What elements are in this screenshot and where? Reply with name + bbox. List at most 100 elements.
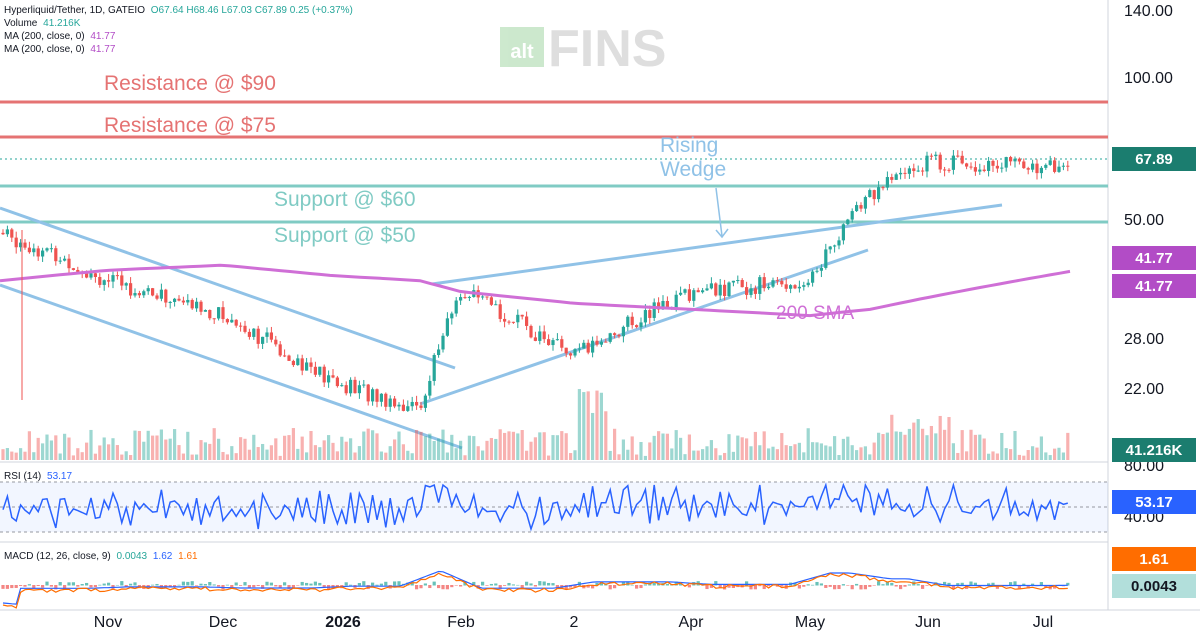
candle-body xyxy=(679,292,683,295)
candle-body xyxy=(1004,157,1008,168)
volume-bar xyxy=(921,428,925,460)
volume-bar xyxy=(454,448,458,460)
candle-body xyxy=(762,277,766,289)
macd-hist-bar xyxy=(287,585,291,590)
macd-hist-bar xyxy=(362,581,366,586)
candle-body xyxy=(225,319,229,323)
candle-body xyxy=(1026,168,1030,170)
macd-hist-bar xyxy=(652,582,656,586)
macd-hist-bar xyxy=(256,585,260,586)
falling-channel-lower xyxy=(0,283,463,450)
candle-body xyxy=(727,282,731,296)
candle-body xyxy=(692,290,696,301)
macd-hist-bar xyxy=(54,585,58,590)
macd-hist-bar xyxy=(925,585,929,586)
macd-badge: 1.61 xyxy=(1112,547,1196,571)
volume-bar xyxy=(525,450,529,460)
macd-hist-bar xyxy=(357,582,361,586)
macd-hist-bar xyxy=(212,584,216,586)
macd-hist-bar xyxy=(71,582,75,586)
x-label-jun: Jun xyxy=(915,614,941,631)
volume-bar xyxy=(265,449,269,460)
candle-body xyxy=(538,331,542,341)
volume-bar xyxy=(63,433,67,460)
volume-bar xyxy=(489,437,493,460)
volume-bar xyxy=(243,438,247,460)
macd-hist-bar xyxy=(665,583,669,586)
macd-hist-bar xyxy=(599,581,603,586)
candle-body xyxy=(1039,167,1043,174)
ma2-badge: 41.77 xyxy=(1112,274,1196,298)
volume-bar xyxy=(1022,455,1026,460)
candle-body xyxy=(1048,160,1052,165)
macd-hist-bar xyxy=(23,585,27,587)
volume-bar xyxy=(384,452,388,460)
macd-hist-badge: 0.0043 xyxy=(1112,574,1196,598)
volume-legend[interactable]: Volume 41.216K xyxy=(4,17,80,30)
macd-hist-bar xyxy=(349,584,353,586)
macd-hist-bar xyxy=(709,585,713,588)
symbol-legend[interactable]: Hyperliquid/Tether, 1D, GATEIO O67.64 H6… xyxy=(4,4,353,17)
candle-body xyxy=(837,240,841,246)
ma1-value: 41.77 xyxy=(90,31,116,42)
volume-bar xyxy=(410,453,414,460)
candle-body xyxy=(1044,164,1048,168)
volume-bar xyxy=(995,453,999,460)
price-badge: 67.89 xyxy=(1112,147,1196,171)
volume-bar xyxy=(208,443,212,460)
macd-hist-value: 0.0043 xyxy=(116,551,148,562)
macd-hist-bar xyxy=(32,585,36,589)
candle-body xyxy=(1031,163,1035,170)
candlesticks xyxy=(1,149,1070,413)
candle-body xyxy=(415,401,419,406)
macd-hist-bar xyxy=(415,585,419,590)
volume-bar xyxy=(718,455,722,460)
signal-line xyxy=(2,572,1068,609)
candle-body xyxy=(151,288,155,296)
macd-hist-bar xyxy=(195,585,199,586)
macd-hist-bar xyxy=(432,581,436,586)
macd-hist-bar xyxy=(459,585,463,587)
wedge-upper-line xyxy=(431,203,1003,286)
volume-bar xyxy=(841,438,845,460)
ma1-label: MA (200, close, 0) xyxy=(4,31,85,42)
candle-body xyxy=(164,289,168,303)
macd-hist-bar xyxy=(586,585,590,588)
candle-body xyxy=(291,360,295,366)
volume-bar xyxy=(287,435,291,460)
volume-bar xyxy=(401,444,405,460)
candle-body xyxy=(41,250,45,257)
candle-body xyxy=(1,232,5,235)
volume-bar xyxy=(375,433,379,460)
candle-body xyxy=(296,358,300,366)
volume-bar xyxy=(613,428,617,460)
ma1-legend[interactable]: MA (200, close, 0) 41.77 xyxy=(4,30,115,43)
volume-bar xyxy=(36,437,40,460)
candle-body xyxy=(507,321,511,323)
macd-legend[interactable]: MACD (12, 26, close, 9) 0.0043 1.62 1.61 xyxy=(4,550,198,563)
macd-hist-bar xyxy=(542,581,546,586)
volume-bar xyxy=(195,454,199,460)
volume-bar xyxy=(23,451,27,460)
ma2-legend[interactable]: MA (200, close, 0) 41.77 xyxy=(4,43,115,56)
candle-body xyxy=(76,269,80,273)
volume-bar xyxy=(155,435,159,460)
macd-hist-bar xyxy=(115,584,119,586)
volume-bar xyxy=(780,433,784,460)
volume-bar xyxy=(498,429,502,460)
volume-bar xyxy=(357,446,361,460)
rsi-legend[interactable]: RSI (14) 53.17 xyxy=(4,470,72,483)
volume-bar xyxy=(987,453,991,460)
candle-body xyxy=(551,340,555,346)
candle-body xyxy=(445,318,449,336)
candle-body xyxy=(489,297,493,305)
candle-body xyxy=(428,380,432,396)
candle-body xyxy=(1066,165,1070,167)
macd-hist-bar xyxy=(824,585,828,588)
volume-bar xyxy=(960,430,964,460)
volume-bar xyxy=(643,455,647,460)
candle-body xyxy=(745,287,749,295)
candle-body xyxy=(485,296,489,298)
volume-bar xyxy=(278,455,282,460)
